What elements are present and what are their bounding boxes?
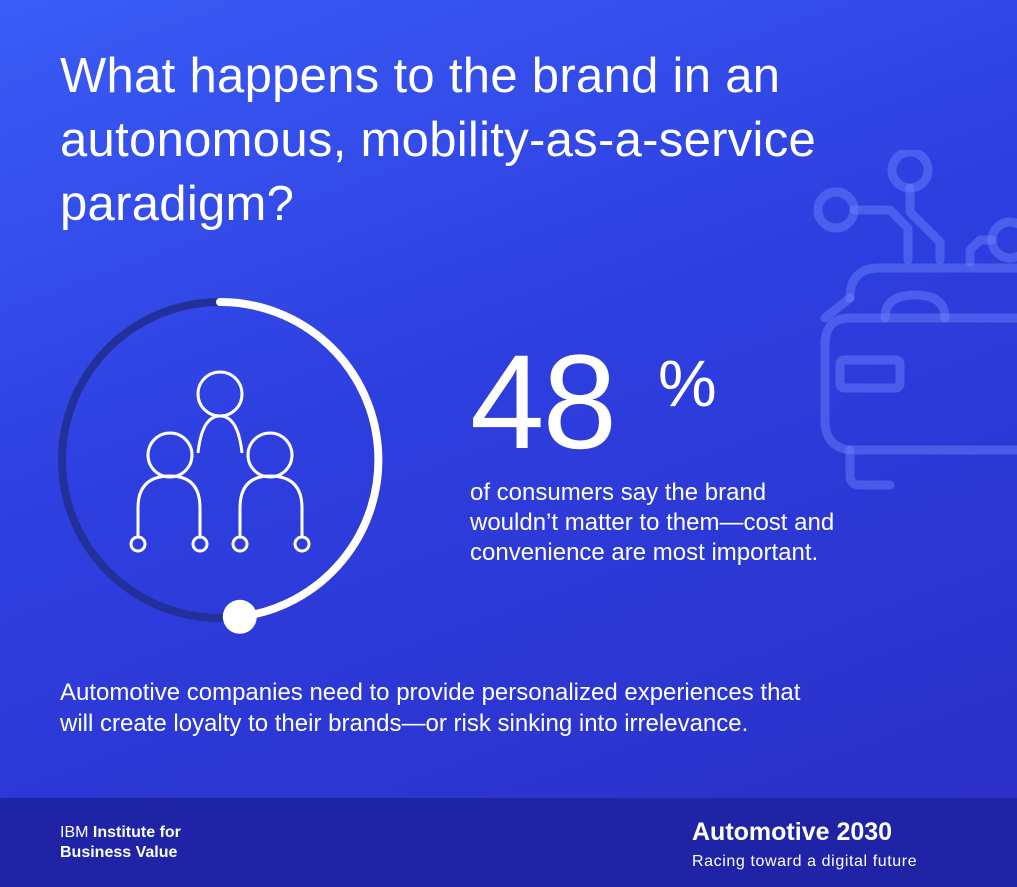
org-prefix: IBM [60,824,89,841]
stat-description: of consumers say the brand wouldn’t matt… [470,478,910,568]
takeaway-line-2: will create loyalty to their brands—or r… [60,710,749,737]
ibm-ibv-logo: IBM Institute for Business Value [60,823,181,863]
stat-description-line-3: convenience are most important. [470,539,819,566]
stat-unit: % [658,346,717,420]
people-network-icon [129,370,311,553]
headline-line-1: What happens to the brand in an [60,49,781,103]
progress-ring [58,297,383,634]
footer-bar [0,798,1017,887]
headline-line-2: autonomous, mobility-as-a-service [60,113,817,167]
series-title: Automotive 2030 [692,818,893,846]
org-line-1: Institute for [92,824,181,841]
headline: What happens to the brand in an autonomo… [60,44,960,236]
stat-value: 48 [470,328,617,477]
takeaway-line-1: Automotive companies need to provide per… [60,679,801,706]
progress-ring-knob [222,599,257,634]
org-line-2: Business Value [60,844,178,861]
connected-car-icon [813,150,1017,490]
progress-ring-arc [216,297,383,621]
headline-line-3: paradigm? [60,177,295,231]
infographic-panel: What happens to the brand in an autonomo… [0,0,1017,798]
series-subtitle: Racing toward a digital future [692,853,918,870]
takeaway-text: Automotive companies need to provide per… [60,677,940,739]
stat-description-line-1: of consumers say the brand [470,479,767,506]
stat-description-line-2: wouldn’t matter to them—cost and [470,509,835,536]
